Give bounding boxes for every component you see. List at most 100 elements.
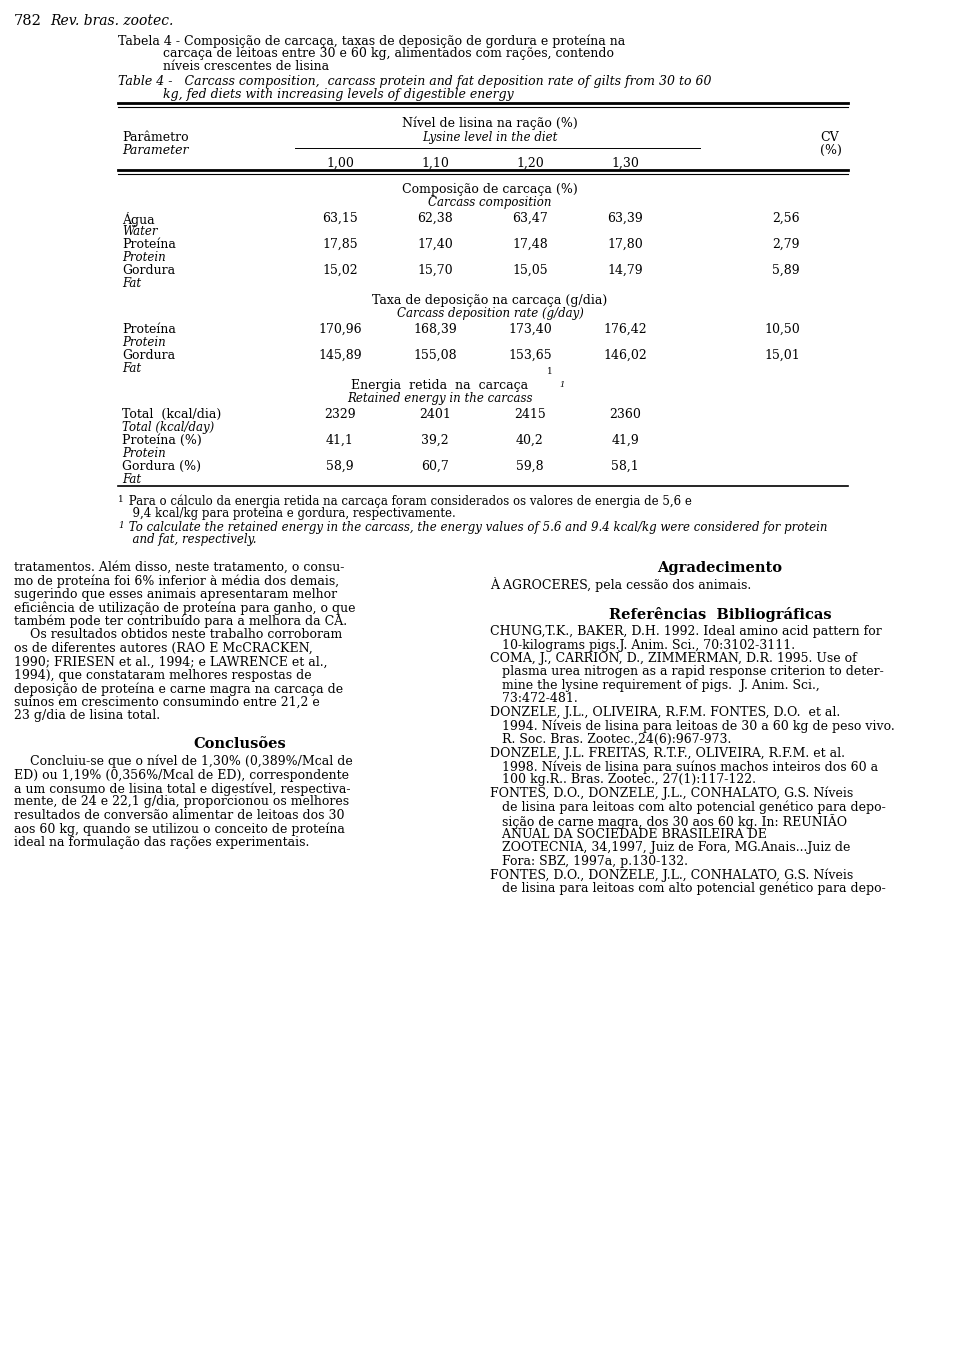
Text: plasma urea nitrogen as a rapid response criterion to deter-: plasma urea nitrogen as a rapid response…: [490, 665, 884, 679]
Text: 41,1: 41,1: [326, 434, 354, 448]
Text: 1,10: 1,10: [421, 157, 449, 170]
Text: Carcass composition: Carcass composition: [428, 196, 552, 209]
Text: Conclusões: Conclusões: [194, 737, 286, 752]
Text: (%): (%): [820, 144, 842, 157]
Text: 168,39: 168,39: [413, 323, 457, 335]
Text: Os resultados obtidos neste trabalho corroboram: Os resultados obtidos neste trabalho cor…: [14, 628, 343, 642]
Text: 39,2: 39,2: [421, 434, 449, 448]
Text: Proteína (%): Proteína (%): [122, 434, 202, 448]
Text: 2360: 2360: [609, 408, 641, 422]
Text: 1: 1: [118, 522, 124, 530]
Text: 2,79: 2,79: [773, 238, 800, 251]
Text: DONZELE, J.L., OLIVEIRA, R.F.M. FONTES, D.O.  et al.: DONZELE, J.L., OLIVEIRA, R.F.M. FONTES, …: [490, 706, 840, 719]
Text: de lisina para leitoas com alto potencial genético para depo-: de lisina para leitoas com alto potencia…: [490, 801, 886, 815]
Text: Retained energy in the carcass: Retained energy in the carcass: [348, 392, 533, 405]
Text: ideal na formulação das rações experimentais.: ideal na formulação das rações experimen…: [14, 836, 309, 849]
Text: Rev. bras. zootec.: Rev. bras. zootec.: [50, 14, 174, 27]
Text: eficiência de utilização de proteína para ganho, o que: eficiência de utilização de proteína par…: [14, 601, 355, 615]
Text: Energia  retida  na  carcaça: Energia retida na carcaça: [351, 379, 529, 392]
Text: a um consumo de lisina total e digestível, respectiva-: a um consumo de lisina total e digestíve…: [14, 782, 350, 795]
Text: Referências  Bibliográficas: Referências Bibliográficas: [609, 606, 831, 622]
Text: 155,08: 155,08: [413, 349, 457, 361]
Text: níveis crescentes de lisina: níveis crescentes de lisina: [163, 60, 329, 73]
Text: Para o cálculo da energia retida na carcaça foram considerados os valores de ene: Para o cálculo da energia retida na carc…: [125, 496, 692, 508]
Text: 146,02: 146,02: [603, 349, 647, 361]
Text: 173,40: 173,40: [508, 323, 552, 335]
Text: 73:472-481.: 73:472-481.: [490, 693, 578, 705]
Text: 9,4 kcal/kg para proteína e gordura, respectivamente.: 9,4 kcal/kg para proteína e gordura, res…: [125, 507, 456, 520]
Text: To calculate the retained energy in the carcass, the energy values of 5.6 and 9.: To calculate the retained energy in the …: [125, 522, 828, 534]
Text: 15,70: 15,70: [418, 264, 453, 277]
Text: 40,2: 40,2: [516, 434, 544, 448]
Text: kg, fed diets with increasing levels of digestible energy: kg, fed diets with increasing levels of …: [163, 88, 514, 101]
Text: 10,50: 10,50: [764, 323, 800, 335]
Text: ZOOTECNIA, 34,1997, Juiz de Fora, MG.Anais...Juiz de: ZOOTECNIA, 34,1997, Juiz de Fora, MG.Ana…: [490, 841, 851, 854]
Text: Proteína: Proteína: [122, 323, 176, 335]
Text: 100 kg.R.. Bras. Zootec., 27(1):117-122.: 100 kg.R.. Bras. Zootec., 27(1):117-122.: [490, 773, 756, 787]
Text: 60,7: 60,7: [421, 460, 449, 474]
Text: os de diferentes autores (RAO E McCRACKEN,: os de diferentes autores (RAO E McCRACKE…: [14, 642, 313, 654]
Text: 63,15: 63,15: [323, 212, 358, 225]
Text: CHUNG,T.K., BAKER, D.H. 1992. Ideal amino acid pattern for: CHUNG,T.K., BAKER, D.H. 1992. Ideal amin…: [490, 626, 881, 638]
Text: Water: Water: [122, 225, 157, 238]
Text: 59,8: 59,8: [516, 460, 543, 474]
Text: Parâmetro: Parâmetro: [122, 131, 188, 144]
Text: 15,02: 15,02: [323, 264, 358, 277]
Text: 1: 1: [559, 381, 564, 389]
Text: mo de proteína foi 6% inferior à média dos demais,: mo de proteína foi 6% inferior à média d…: [14, 575, 339, 589]
Text: sugerindo que esses animais apresentaram melhor: sugerindo que esses animais apresentaram…: [14, 589, 337, 601]
Text: À AGROCERES, pela cessão dos animais.: À AGROCERES, pela cessão dos animais.: [490, 576, 752, 591]
Text: aos 60 kg, quando se utilizou o conceito de proteína: aos 60 kg, quando se utilizou o conceito…: [14, 823, 345, 836]
Text: 176,42: 176,42: [603, 323, 647, 335]
Text: 58,1: 58,1: [612, 460, 638, 474]
Text: 1994. Níveis de lisina para leitoas de 30 a 60 kg de peso vivo.: 1994. Níveis de lisina para leitoas de 3…: [490, 720, 895, 732]
Text: 58,9: 58,9: [326, 460, 354, 474]
Text: COMA, J., CARRION, D., ZIMMERMAN, D.R. 1995. Use of: COMA, J., CARRION, D., ZIMMERMAN, D.R. 1…: [490, 652, 856, 665]
Text: 17,48: 17,48: [512, 238, 548, 251]
Text: 17,85: 17,85: [323, 238, 358, 251]
Text: mente, de 24 e 22,1 g/dia, proporcionou os melhores: mente, de 24 e 22,1 g/dia, proporcionou …: [14, 795, 349, 809]
Text: Agradecimento: Agradecimento: [658, 561, 782, 575]
Text: Proteína: Proteína: [122, 238, 176, 251]
Text: Protein: Protein: [122, 335, 166, 349]
Text: 170,96: 170,96: [318, 323, 362, 335]
Text: tratamentos. Além disso, neste tratamento, o consu-: tratamentos. Além disso, neste tratament…: [14, 561, 345, 574]
Text: 1: 1: [547, 367, 553, 376]
Text: deposição de proteína e carne magra na carcaça de: deposição de proteína e carne magra na c…: [14, 683, 343, 695]
Text: and fat, respectively.: and fat, respectively.: [125, 533, 256, 546]
Text: 2401: 2401: [420, 408, 451, 422]
Text: 1,20: 1,20: [516, 157, 544, 170]
Text: Total  (kcal/dia): Total (kcal/dia): [122, 408, 221, 422]
Text: 782: 782: [14, 14, 42, 27]
Text: 145,89: 145,89: [318, 349, 362, 361]
Text: 17,40: 17,40: [418, 238, 453, 251]
Text: ED) ou 1,19% (0,356%/Mcal de ED), correspondente: ED) ou 1,19% (0,356%/Mcal de ED), corres…: [14, 768, 349, 782]
Text: Gordura: Gordura: [122, 349, 175, 361]
Text: carcaça de leitoas entre 30 e 60 kg, alimentados com rações, contendo: carcaça de leitoas entre 30 e 60 kg, ali…: [163, 47, 614, 60]
Text: 1,30: 1,30: [612, 157, 639, 170]
Text: 62,38: 62,38: [418, 212, 453, 225]
Text: Taxa de deposição na carcaça (g/dia): Taxa de deposição na carcaça (g/dia): [372, 294, 608, 307]
Text: Parameter: Parameter: [122, 144, 188, 157]
Text: CV: CV: [820, 131, 839, 144]
Text: 15,05: 15,05: [513, 264, 548, 277]
Text: Água: Água: [122, 212, 155, 227]
Text: resultados de conversão alimentar de leitoas dos 30: resultados de conversão alimentar de lei…: [14, 809, 345, 821]
Text: sição de carne magra, dos 30 aos 60 kg. In: REUNIÃO: sição de carne magra, dos 30 aos 60 kg. …: [490, 815, 847, 828]
Text: Protein: Protein: [122, 251, 166, 264]
Text: Gordura: Gordura: [122, 264, 175, 277]
Text: 5,89: 5,89: [773, 264, 800, 277]
Text: 1990; FRIESEN et al., 1994; e LAWRENCE et al.,: 1990; FRIESEN et al., 1994; e LAWRENCE e…: [14, 656, 327, 668]
Text: 1: 1: [118, 496, 124, 504]
Text: R. Soc. Bras. Zootec.,24(6):967-973.: R. Soc. Bras. Zootec.,24(6):967-973.: [490, 732, 732, 746]
Text: 1,00: 1,00: [326, 157, 354, 170]
Text: Nível de lisina na ração (%): Nível de lisina na ração (%): [402, 116, 578, 130]
Text: DONZELE, J.L. FREITAS, R.T.F., OLIVEIRA, R.F.M. et al.: DONZELE, J.L. FREITAS, R.T.F., OLIVEIRA,…: [490, 746, 845, 760]
Text: 23 g/dia de lisina total.: 23 g/dia de lisina total.: [14, 709, 160, 723]
Text: 2415: 2415: [515, 408, 546, 422]
Text: 10-kilograms pigs.J. Anim. Sci., 70:3102-3111.: 10-kilograms pigs.J. Anim. Sci., 70:3102…: [490, 638, 795, 652]
Text: ANUAL DA SOCIEDADE BRASILEIRA DE: ANUAL DA SOCIEDADE BRASILEIRA DE: [490, 827, 767, 841]
Text: 63,39: 63,39: [607, 212, 643, 225]
Text: também pode ter contribuído para a melhora da CA.: também pode ter contribuído para a melho…: [14, 615, 348, 628]
Text: Total (kcal/day): Total (kcal/day): [122, 422, 214, 434]
